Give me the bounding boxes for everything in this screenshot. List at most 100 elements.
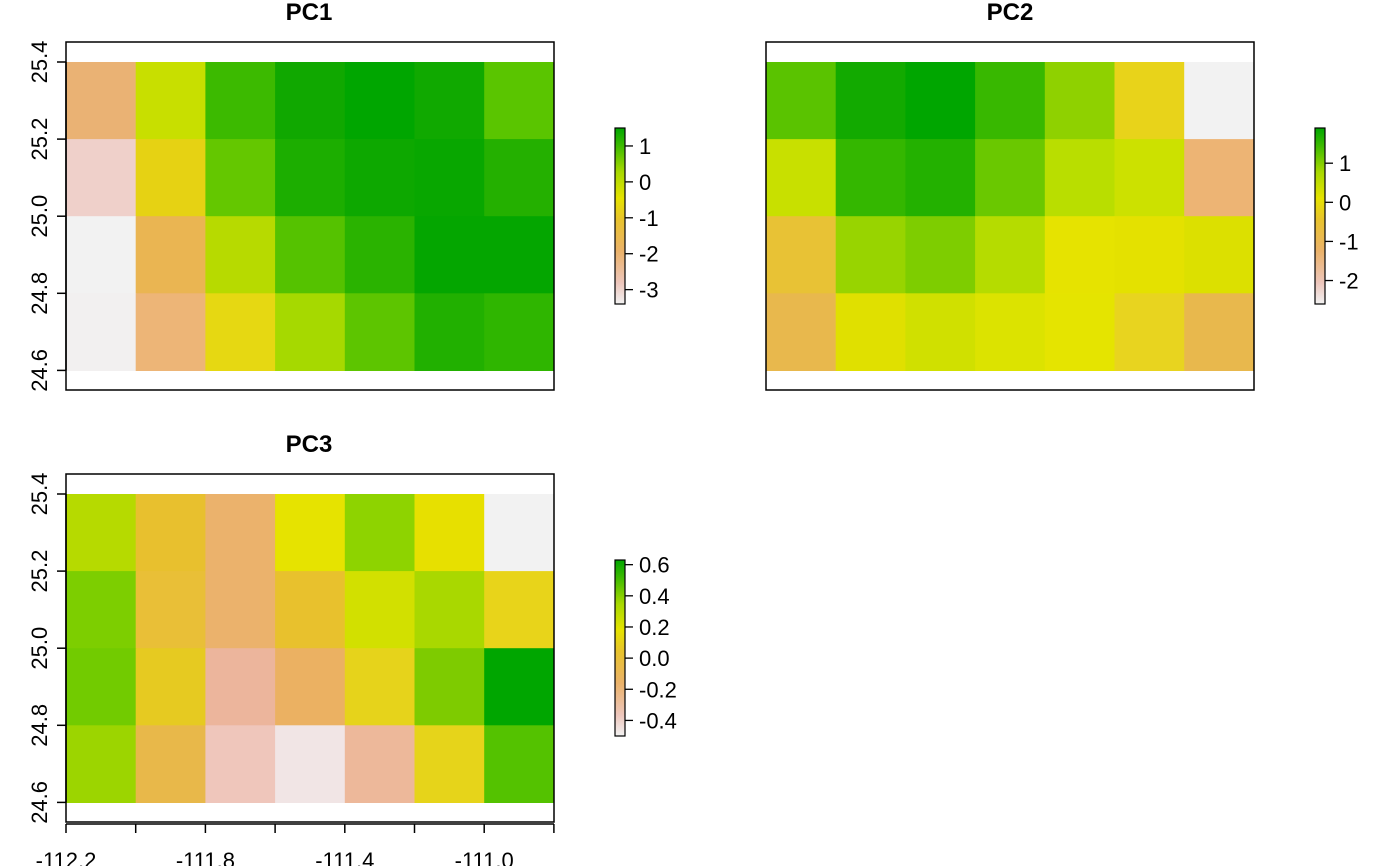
panel-title-pc2: PC2	[987, 0, 1034, 26]
y-tick-label: 24.6	[27, 781, 52, 824]
y-tick-label: 25.4	[27, 41, 52, 84]
raster-cell	[484, 725, 555, 803]
raster-cell	[1114, 293, 1185, 371]
raster-cell	[414, 293, 485, 371]
legend-tick-label: 0	[1339, 190, 1351, 215]
raster-cell	[1044, 62, 1116, 140]
raster-cell	[66, 216, 137, 294]
raster-cell	[205, 648, 276, 726]
raster-cell	[135, 494, 206, 572]
raster-cell	[1114, 139, 1185, 217]
x-tick-label: -111.0	[455, 848, 514, 866]
legend-color-bar	[614, 127, 626, 305]
raster-cell	[835, 293, 906, 371]
raster-cell	[344, 139, 416, 217]
raster-cell	[344, 216, 416, 294]
raster-cell	[275, 648, 346, 726]
raster-cell	[414, 494, 485, 572]
raster-cell	[905, 216, 976, 294]
y-tick-label: 25.2	[27, 550, 52, 593]
raster-cell	[135, 216, 206, 294]
y-tick-label: 24.8	[27, 704, 52, 747]
x-tick-label: -112.2	[36, 848, 97, 866]
raster-cell	[484, 62, 555, 140]
raster-cell	[766, 139, 837, 217]
raster-cell	[414, 725, 485, 803]
raster-cell	[275, 62, 346, 140]
raster-cell	[205, 216, 276, 294]
legend-pc2: 1 0 -1 -2	[1314, 127, 1359, 305]
raster-cell	[1114, 216, 1185, 294]
raster-cell	[1044, 293, 1116, 371]
raster-cell	[135, 725, 206, 803]
panel-title-pc3: PC3	[286, 431, 333, 458]
legend-tick-label: 1	[1339, 151, 1351, 176]
legend-tick-label: -0.4	[639, 708, 677, 733]
raster-cell	[1044, 139, 1116, 217]
raster-cell	[1184, 216, 1255, 294]
raster-pc3	[66, 494, 555, 803]
raster-cell	[344, 725, 416, 803]
panel-title-pc1: PC1	[286, 0, 333, 26]
raster-cell	[414, 62, 485, 140]
legend-tick-label: 0.2	[639, 615, 670, 640]
raster-cell	[275, 571, 346, 649]
raster-cell	[344, 293, 416, 371]
legend-tick-label: 0.6	[639, 553, 670, 578]
raster-cell	[975, 293, 1046, 371]
legend-tick-label: -2	[639, 242, 659, 267]
raster-cell	[344, 494, 416, 572]
legend-tick-label: 0.0	[639, 646, 670, 671]
raster-cell	[135, 139, 206, 217]
raster-cell	[835, 216, 906, 294]
raster-cell	[66, 62, 137, 140]
raster-cell	[205, 725, 276, 803]
raster-cell	[275, 139, 346, 217]
raster-cell	[135, 293, 206, 371]
x-axis-pc3: -112.2 -111.8 -111.4 -111.0	[36, 823, 555, 866]
raster-cell	[905, 62, 976, 140]
raster-cell	[135, 648, 206, 726]
y-tick-label: 25.0	[27, 627, 52, 670]
legend-pc3: 0.6 0.4 0.2 0.0 -0.2 -0.4	[614, 553, 677, 737]
raster-cell	[344, 571, 416, 649]
raster-cell	[766, 293, 837, 371]
legend-pc1: 1 0 -1 -2 -3	[614, 127, 659, 305]
raster-cell	[275, 293, 346, 371]
raster-cell	[484, 216, 555, 294]
raster-cell	[275, 725, 346, 803]
y-tick-label: 24.6	[27, 349, 52, 392]
raster-cell	[66, 571, 137, 649]
raster-cell	[975, 139, 1046, 217]
raster-cell	[414, 216, 485, 294]
raster-cell	[344, 648, 416, 726]
legend-tick-label: 1	[639, 134, 651, 159]
raster-cell	[905, 293, 976, 371]
raster-cell	[205, 571, 276, 649]
legend-tick-label: -1	[639, 206, 659, 231]
raster-cell	[66, 648, 137, 726]
legend-color-bar	[614, 559, 626, 737]
raster-cell	[484, 293, 555, 371]
y-tick-label: 24.8	[27, 272, 52, 315]
panel-pc3: PC3 24.6 24.8 25.0 25.2 25.4 -112.2 -111.8 -11…	[27, 431, 677, 866]
raster-cell	[135, 571, 206, 649]
raster-cell	[975, 216, 1046, 294]
raster-cell	[66, 494, 137, 572]
legend-tick-label: 0	[639, 170, 651, 195]
y-tick-label: 25.2	[27, 118, 52, 161]
raster-cell	[344, 62, 416, 140]
raster-cell	[1184, 139, 1255, 217]
raster-cell	[1114, 62, 1185, 140]
raster-pc2	[766, 62, 1255, 371]
raster-cell	[66, 293, 137, 371]
panel-pc1: PC1 24.6 24.8 25.0 25.2 25.4 1 0 -1 -2 -3	[27, 0, 659, 392]
y-tick-label: 25.4	[27, 473, 52, 516]
x-tick-label: -111.8	[176, 848, 235, 866]
legend-tick-label: -2	[1339, 269, 1359, 294]
y-axis-pc3: 24.6 24.8 25.0 25.2 25.4	[27, 473, 67, 824]
raster-cell	[1184, 62, 1255, 140]
legend-tick-label: -1	[1339, 229, 1359, 254]
raster-cell	[484, 571, 555, 649]
